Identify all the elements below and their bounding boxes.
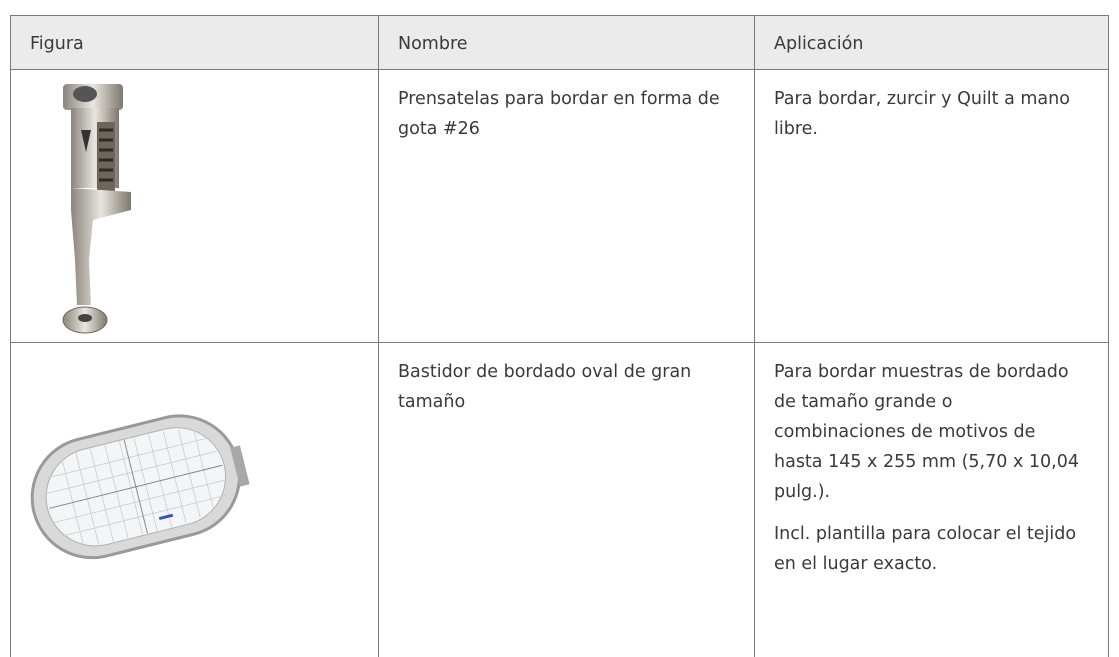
figure-cell [11, 343, 379, 657]
header-cell: Nombre [379, 16, 755, 70]
page: {"table": { "header": ["Figura", "Nombre… [0, 0, 1119, 635]
name-cell: Prensatelas para bordar en forma de gota… [379, 70, 755, 343]
application-text: Incl. plantilla para colocar el tejido e… [774, 519, 1089, 579]
header-cell: Figura [11, 16, 379, 70]
header-row: Figura Nombre Aplicación [11, 16, 1109, 70]
table-row: Bastidor de bordado oval de gran tamaño … [11, 343, 1109, 657]
application-text: Para bordar, zurcir y Quilt a mano libre… [774, 84, 1089, 144]
presser-foot-image [11, 70, 377, 342]
hoop-image [11, 343, 377, 633]
accessory-table: Figura Nombre Aplicación Prensatelas par… [10, 15, 1109, 657]
application-cell: Para bordar, zurcir y Quilt a mano libre… [755, 70, 1109, 343]
table-row: Prensatelas para bordar en forma de gota… [11, 70, 1109, 343]
application-cell: Para bordar muestras de bordado de tamañ… [755, 343, 1109, 657]
application-text: Para bordar muestras de bordado de tamañ… [774, 357, 1089, 507]
figure-cell [11, 70, 379, 343]
header-cell: Aplicación [755, 16, 1109, 70]
name-cell: Bastidor de bordado oval de gran tamaño [379, 343, 755, 657]
